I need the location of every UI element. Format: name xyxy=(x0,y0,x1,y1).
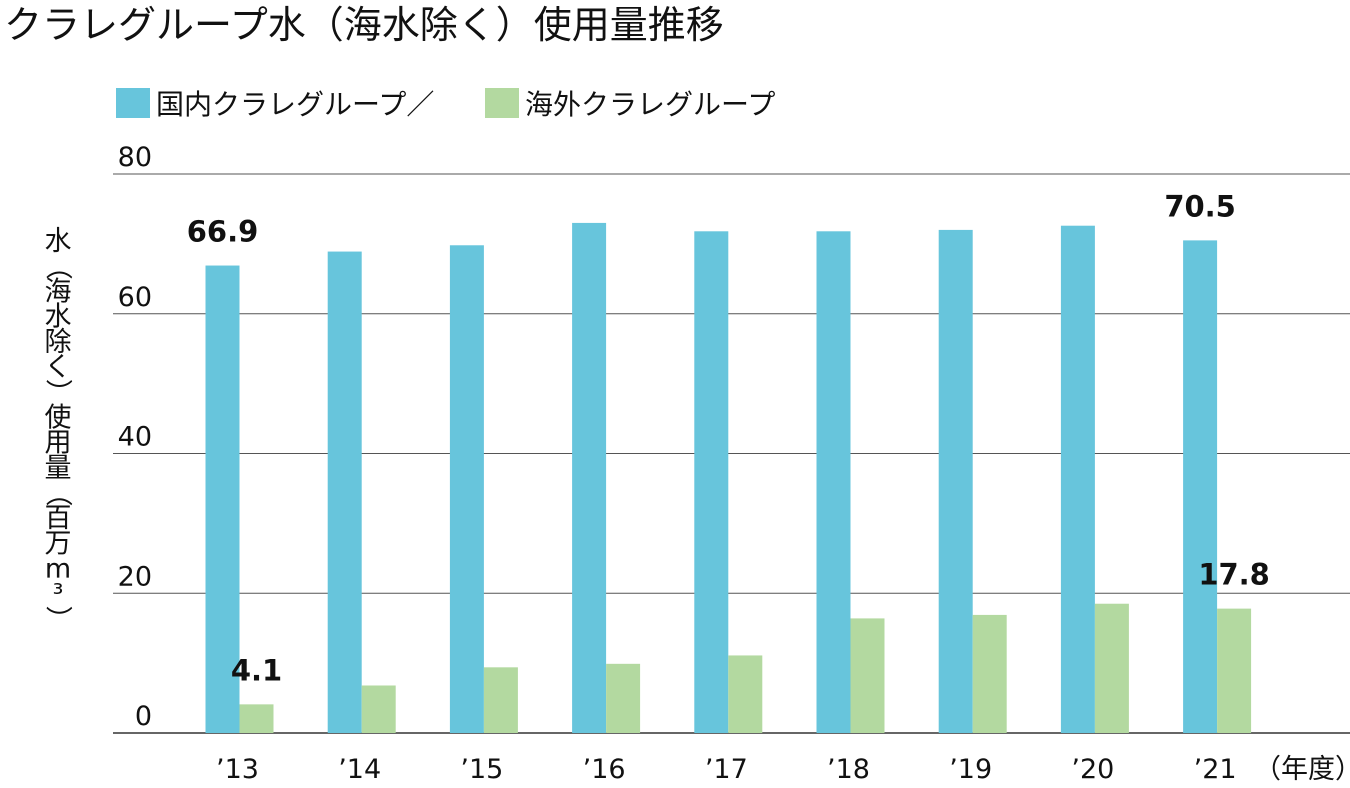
x-tick-label: ’16 xyxy=(583,754,626,785)
y-axis-label-char: ） xyxy=(42,379,73,406)
y-axis-label-char: 水 xyxy=(45,302,72,333)
gridlines xyxy=(113,173,1350,734)
bar-domestic-8 xyxy=(1183,240,1218,733)
legend: 国内クラレグループ／ 海外クラレグループ xyxy=(116,88,775,121)
x-tick-label: ’18 xyxy=(827,754,870,785)
bar-domestic-6 xyxy=(938,229,973,733)
y-axis-label-char: 量 xyxy=(45,453,72,484)
x-tick-label: ’17 xyxy=(705,754,748,785)
x-tick-label: ’15 xyxy=(460,754,503,785)
y-axis-label-char: 使 xyxy=(45,402,72,433)
y-axis-label-char: く xyxy=(45,352,72,383)
bar-overseas-7 xyxy=(1094,603,1129,733)
y-axis-label-char: 万 xyxy=(45,528,72,559)
chart-title: クラレグループ水（海水除く）使用量推移 xyxy=(4,3,724,47)
legend-label-domestic: 国内クラレグループ／ xyxy=(156,88,434,121)
y-axis-label-char: m xyxy=(45,554,71,585)
y-tick-label: 60 xyxy=(118,282,152,313)
x-tick-label: ’13 xyxy=(216,754,259,785)
bar-overseas-2 xyxy=(483,667,518,733)
data-label: 17.8 xyxy=(1198,558,1270,592)
bar-domestic-0 xyxy=(205,265,240,733)
bar-domestic-3 xyxy=(572,222,607,733)
data-label: 66.9 xyxy=(187,215,259,249)
y-tick-label: 40 xyxy=(118,422,152,453)
y-tick-label: 20 xyxy=(118,561,152,592)
x-axis-unit-label: （年度） xyxy=(1254,754,1350,785)
y-axis-label-char: ） xyxy=(42,606,73,633)
legend-swatch-overseas xyxy=(485,88,519,118)
y-axis-label-char: （ xyxy=(42,480,73,507)
legend-swatch-domestic xyxy=(116,88,150,118)
bar-domestic-4 xyxy=(694,231,729,734)
y-axis-label-char: 海 xyxy=(45,276,72,307)
y-axis-label-char: 除 xyxy=(45,327,72,358)
bar-overseas-4 xyxy=(728,655,763,733)
bar-overseas-0 xyxy=(239,704,274,733)
bar-domestic-1 xyxy=(327,251,362,733)
data-label: 4.1 xyxy=(231,653,282,687)
legend-label-overseas: 海外クラレグループ xyxy=(525,88,775,121)
x-axis-ticks: ’13 ’14 ’15 ’16 ’17 ’18 ’19 ’20 ’21 xyxy=(216,754,1237,785)
bar-overseas-8 xyxy=(1217,608,1252,733)
bar-domestic-2 xyxy=(449,245,484,733)
y-axis-label-char: ³ xyxy=(53,579,64,610)
x-tick-label: ’19 xyxy=(949,754,992,785)
bar-overseas-1 xyxy=(361,685,396,733)
bar-overseas-6 xyxy=(972,614,1007,733)
y-axis-label-char: （ xyxy=(42,253,73,280)
bars: 66.9 4.1 70.5 17.8 xyxy=(187,189,1270,734)
y-axis-label-char: 用 xyxy=(45,428,72,459)
x-tick-label: ’14 xyxy=(338,754,381,785)
y-axis-ticks: 0 20 40 60 80 xyxy=(118,142,152,732)
bar-overseas-5 xyxy=(850,618,885,733)
x-tick-label: ’20 xyxy=(1071,754,1114,785)
y-axis-label-char: 百 xyxy=(45,503,72,534)
y-axis-label-char: 水 xyxy=(45,226,72,257)
bar-overseas-3 xyxy=(606,663,641,733)
y-tick-label: 0 xyxy=(135,701,152,732)
x-tick-label: ’21 xyxy=(1194,754,1237,785)
bar-domestic-7 xyxy=(1060,225,1095,733)
bar-domestic-5 xyxy=(816,231,851,734)
y-tick-label: 80 xyxy=(118,142,152,173)
data-label: 70.5 xyxy=(1164,189,1236,223)
